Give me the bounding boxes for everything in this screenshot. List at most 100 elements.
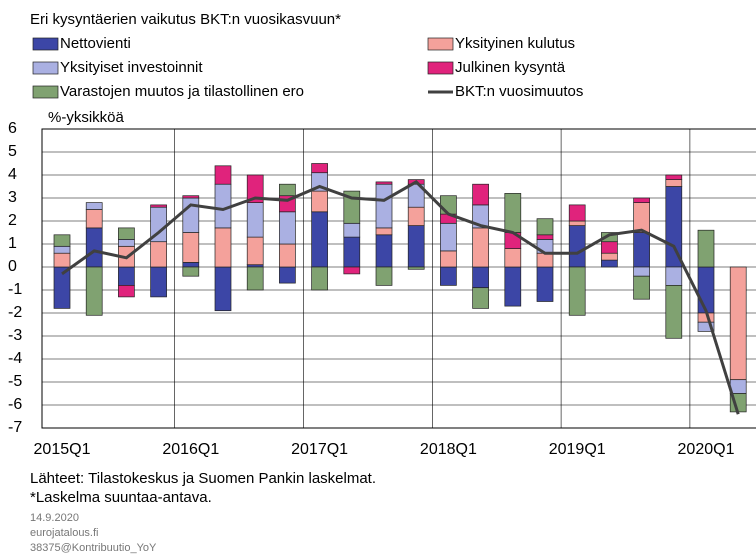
bar-segment (504, 193, 522, 233)
y-tick-label: 1 (8, 235, 17, 252)
footer: 14.9.2020 (30, 512, 79, 524)
bar-segment (601, 232, 618, 243)
bar-segment (633, 197, 650, 203)
gdp-line (61, 180, 740, 415)
bar-segment (246, 174, 264, 203)
bar-segment (375, 183, 393, 229)
legend-swatch (32, 85, 59, 99)
x-tick-label: 2016Q1 (162, 441, 219, 458)
bar-segment (85, 209, 103, 229)
bar-segment (601, 259, 618, 268)
bar-segment (536, 266, 554, 302)
y-tick-label: 3 (8, 189, 17, 206)
bar-segment (472, 183, 489, 206)
bar-segment (472, 266, 489, 289)
legend-label: Varastojen muutos ja tilastollinen ero (60, 83, 304, 100)
legend-label: Julkinen kysyntä (455, 59, 566, 76)
bar-segment (118, 266, 135, 286)
bar-segment (665, 285, 683, 339)
y-tick-label: -3 (8, 327, 22, 344)
bar-segment (53, 234, 71, 247)
legend-label: Yksityiset investoinnit (60, 59, 203, 76)
bar-segment (568, 225, 586, 268)
bar-segment (568, 220, 586, 226)
bar-segment (311, 211, 328, 268)
bar-segment (214, 165, 232, 185)
bar-segment (536, 234, 554, 240)
bar-segment (375, 234, 393, 268)
bar-segment (246, 236, 264, 266)
bar-segment (279, 266, 296, 284)
legend-swatch (427, 37, 454, 51)
bar-segment (440, 266, 457, 286)
bar-segment (279, 183, 296, 197)
bar-segment (311, 266, 328, 291)
bar-segment (633, 202, 650, 233)
bar-segment (246, 202, 264, 238)
bar-segment (150, 204, 167, 208)
y-tick-label: -1 (8, 281, 22, 298)
legend-label: BKT:n vuosimuutos (455, 83, 583, 100)
bar-segment (311, 190, 328, 213)
bar-segment (440, 250, 457, 268)
bar-segment (440, 195, 457, 215)
x-tick-label: 2015Q1 (34, 441, 91, 458)
bar-segment (375, 181, 393, 185)
y-tick-label: -5 (8, 373, 22, 390)
bar-segment (601, 252, 618, 261)
bar-segment (118, 239, 135, 247)
y-tick-label: -6 (8, 396, 22, 413)
bar-segment (182, 197, 200, 233)
note: *Laskelma suuntaa-antava. (30, 489, 212, 506)
bar-segment (568, 266, 586, 316)
x-tick-label: 2017Q1 (291, 441, 348, 458)
bar-segment (375, 266, 393, 286)
y-tick-label: 4 (8, 166, 17, 183)
bar-segment (536, 218, 554, 236)
bar-segment (85, 227, 103, 268)
y-tick-label: -2 (8, 304, 22, 321)
bar-segment (697, 266, 715, 314)
bar-segment (182, 266, 200, 277)
bar-segment (182, 232, 200, 263)
bar-segment (504, 248, 522, 268)
legend-label: Yksityinen kulutus (455, 35, 575, 52)
bar-segment (568, 204, 586, 222)
y-tick-label: -4 (8, 350, 22, 367)
bar-segment (279, 211, 296, 245)
bar-segment (407, 266, 425, 270)
bar-segment (246, 266, 264, 291)
y-tick-label: 2 (8, 212, 17, 229)
legend-label: Nettovienti (60, 35, 131, 52)
bar-segment (279, 243, 296, 268)
bar-segment (407, 206, 425, 226)
bar-segment (472, 227, 489, 268)
bar-segment (633, 275, 650, 300)
bar-segment (665, 179, 683, 187)
bar-segment (633, 232, 650, 268)
bar-segment (343, 222, 361, 238)
footer: 38375@Kontribuutio_YoY (30, 542, 157, 554)
bar-segment (311, 163, 328, 174)
bar-segment (472, 287, 489, 309)
bar-segment (85, 202, 103, 210)
x-tick-label: 2018Q1 (420, 441, 477, 458)
bar-segment (697, 321, 715, 332)
bar-segment (150, 266, 167, 298)
bar-segment (343, 236, 361, 268)
legend-swatch (32, 61, 59, 75)
legend-swatch (427, 61, 454, 75)
bar-segment (118, 285, 135, 298)
bar-segment (214, 266, 232, 312)
bar-segment (601, 241, 618, 254)
bar-segment (665, 174, 683, 180)
bar-segment (504, 266, 522, 307)
note: Lähteet: Tilastokeskus ja Suomen Pankin … (30, 470, 376, 487)
bar-segment (85, 266, 103, 316)
bar-segment (53, 245, 71, 254)
bar-segment (118, 227, 135, 240)
bar-segment (343, 266, 361, 275)
chart-subtitle: Eri kysyntäerien vaikutus BKT:n vuosikas… (30, 11, 341, 28)
bar-segment (440, 222, 457, 252)
